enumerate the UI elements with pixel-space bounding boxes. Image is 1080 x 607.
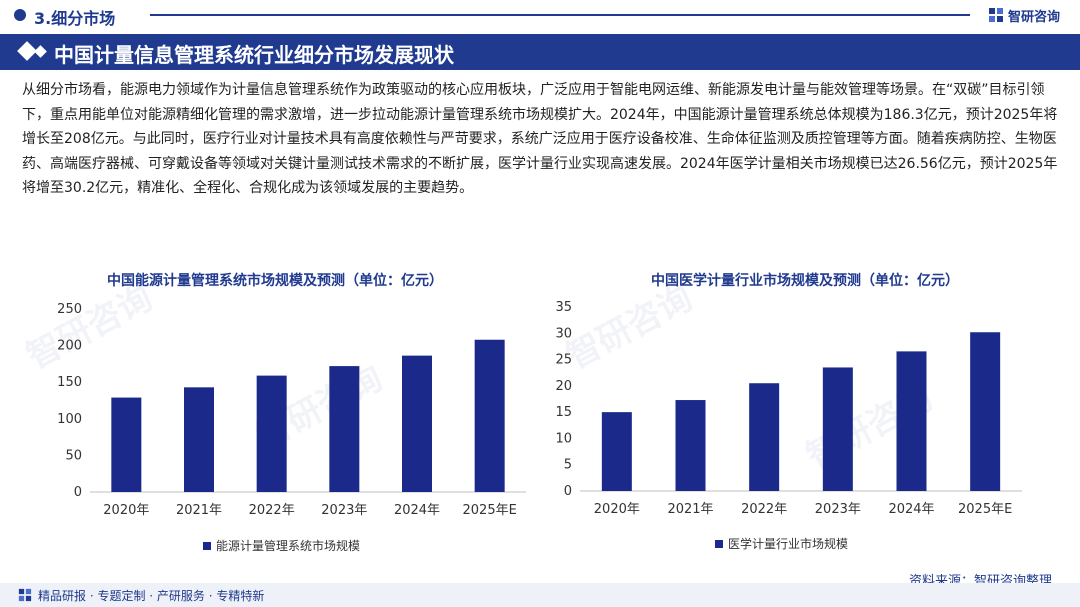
legend: 能源计量管理系统市场规模 [203, 538, 360, 553]
section-bullet-icon [14, 9, 26, 21]
x-tick-label: 2020年 [103, 503, 149, 518]
footer-text: 精品研报 · 专题定制 · 产研服务 · 专精特新 [38, 589, 265, 603]
x-tick-label: 2023年 [321, 503, 367, 518]
energy-chart: 中国能源计量管理系统市场规模及预测（单位：亿元） 0 50 100 150 200 250… [10, 264, 540, 564]
bar [601, 412, 632, 491]
bar [329, 366, 360, 492]
y-tick-label: 15 [555, 405, 572, 420]
bar [675, 400, 706, 491]
section-title: 3.细分市场 [34, 9, 116, 28]
x-tick-label: 2022年 [741, 502, 787, 517]
chart-title: 中国能源计量管理系统市场规模及预测（单位：亿元） [107, 273, 443, 289]
bar [256, 375, 287, 492]
section-header: 3.细分市场 智研咨询 [0, 0, 1080, 30]
y-tick-label: 150 [57, 375, 82, 390]
legend-swatch [203, 542, 211, 550]
page-title: 中国计量信息管理系统行业细分市场发展现状 [54, 43, 454, 67]
y-tick-label: 200 [57, 339, 82, 354]
y-tick-label: 10 [555, 431, 572, 446]
y-tick-label: 50 [65, 448, 82, 463]
legend-swatch [715, 540, 723, 548]
x-tick-label: 2020年 [594, 502, 640, 517]
energy-bar-chart: 0 50 100 150 200 250 2020年 2021年 2022年 2023年 2024年… [57, 302, 526, 553]
chart-title: 中国医学计量行业市场规模及预测（单位：亿元） [651, 273, 959, 289]
medical-bar-chart: 0 5 10 15 20 25 30 35 2020年 2021年 2022年 2023年 2024年 2… [555, 300, 1022, 551]
bar [896, 351, 927, 491]
title-banner: 中国计量信息管理系统行业细分市场发展现状 [0, 34, 1080, 70]
y-tick-label: 5 [564, 458, 572, 473]
bar [970, 332, 1001, 491]
y-tick-label: 30 [555, 326, 572, 341]
section-divider [150, 14, 970, 16]
brand-logo: 智研咨询 [988, 6, 1061, 25]
bar [749, 383, 780, 491]
x-tick-label: 2021年 [667, 502, 713, 517]
footer-bar: 精品研报 · 专题定制 · 产研服务 · 专精特新 [0, 583, 1080, 607]
bar [184, 387, 214, 492]
brand-logo-text: 智研咨询 [1008, 9, 1061, 25]
y-tick-label: 25 [555, 353, 572, 368]
x-tick-label: 2022年 [249, 503, 295, 518]
y-tick-label: 35 [555, 300, 572, 315]
x-tick-label: 2024年 [394, 503, 440, 518]
y-tick-label: 250 [57, 302, 82, 317]
y-tick-label: 100 [57, 412, 82, 427]
bar [474, 339, 505, 492]
bar [402, 355, 432, 492]
x-tick-label: 2023年 [815, 502, 861, 517]
x-tick-label: 2024年 [888, 502, 934, 517]
y-tick-label: 0 [74, 485, 82, 500]
legend: 医学计量行业市场规模 [715, 536, 848, 551]
x-tick-label: 2025年E [958, 502, 1012, 517]
diamond-small-icon [34, 45, 47, 58]
y-tick-label: 20 [555, 379, 572, 394]
medical-chart: 中国医学计量行业市场规模及预测（单位：亿元） 0 5 10 15 20 25 30 35 202… [540, 264, 1070, 564]
bar [111, 397, 142, 492]
brand-logo-icon [989, 8, 1003, 22]
x-tick-label: 2021年 [176, 503, 222, 518]
footer-logo-icon [18, 588, 32, 602]
bar [822, 367, 853, 491]
legend-label: 能源计量管理系统市场规模 [216, 538, 360, 553]
description-paragraph: 从细分市场看，能源电力领域作为计量信息管理系统作为政策驱动的核心应用板块，广泛应… [22, 82, 1058, 197]
y-tick-label: 0 [564, 484, 572, 499]
x-tick-label: 2025年E [463, 503, 517, 518]
legend-label: 医学计量行业市场规模 [728, 536, 848, 551]
